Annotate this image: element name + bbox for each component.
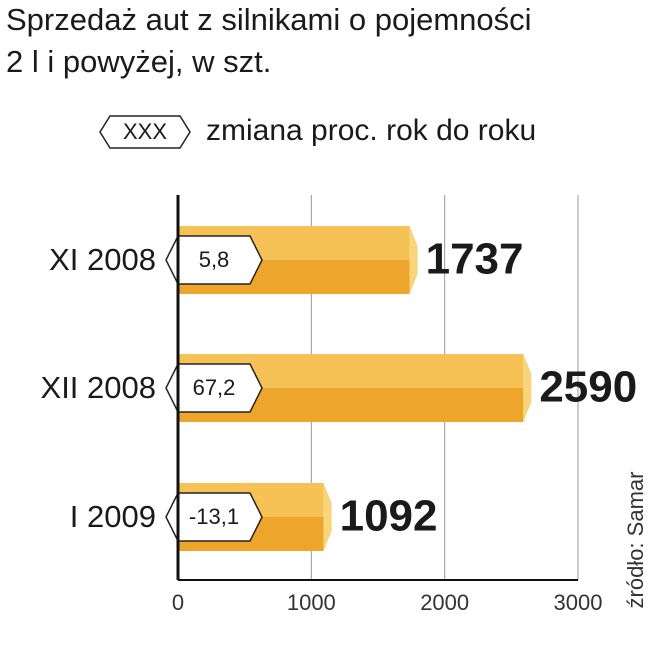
y-tick-label: I 2009 — [70, 499, 156, 534]
y-tick-label: XI 2008 — [49, 242, 156, 277]
x-tick-label: 0 — [172, 590, 184, 615]
legend-symbol-text: XXX — [123, 119, 167, 144]
change-label: 5,8 — [199, 247, 230, 272]
value-label: 1737 — [426, 235, 524, 284]
x-tick-label: 3000 — [554, 590, 603, 615]
legend-symbol — [99, 115, 191, 149]
bar-tip — [323, 483, 332, 551]
change-label: -13,1 — [189, 504, 239, 529]
value-label: 1092 — [340, 492, 438, 541]
source: źródło: Samar — [623, 472, 648, 609]
bar-tip — [409, 226, 418, 294]
x-tick-label: 1000 — [287, 590, 336, 615]
value-label: 2590 — [539, 363, 637, 412]
legend-label: zmiana proc. rok do roku — [206, 114, 536, 147]
chart-title: 2 l i powyżej, w szt. — [6, 44, 271, 79]
y-tick-label: XII 2008 — [41, 370, 156, 405]
x-tick-label: 2000 — [420, 590, 469, 615]
chart-title: Sprzedaż aut z silnikami o pojemności — [6, 2, 532, 37]
bar-tip — [523, 354, 532, 422]
change-label: 67,2 — [193, 375, 236, 400]
